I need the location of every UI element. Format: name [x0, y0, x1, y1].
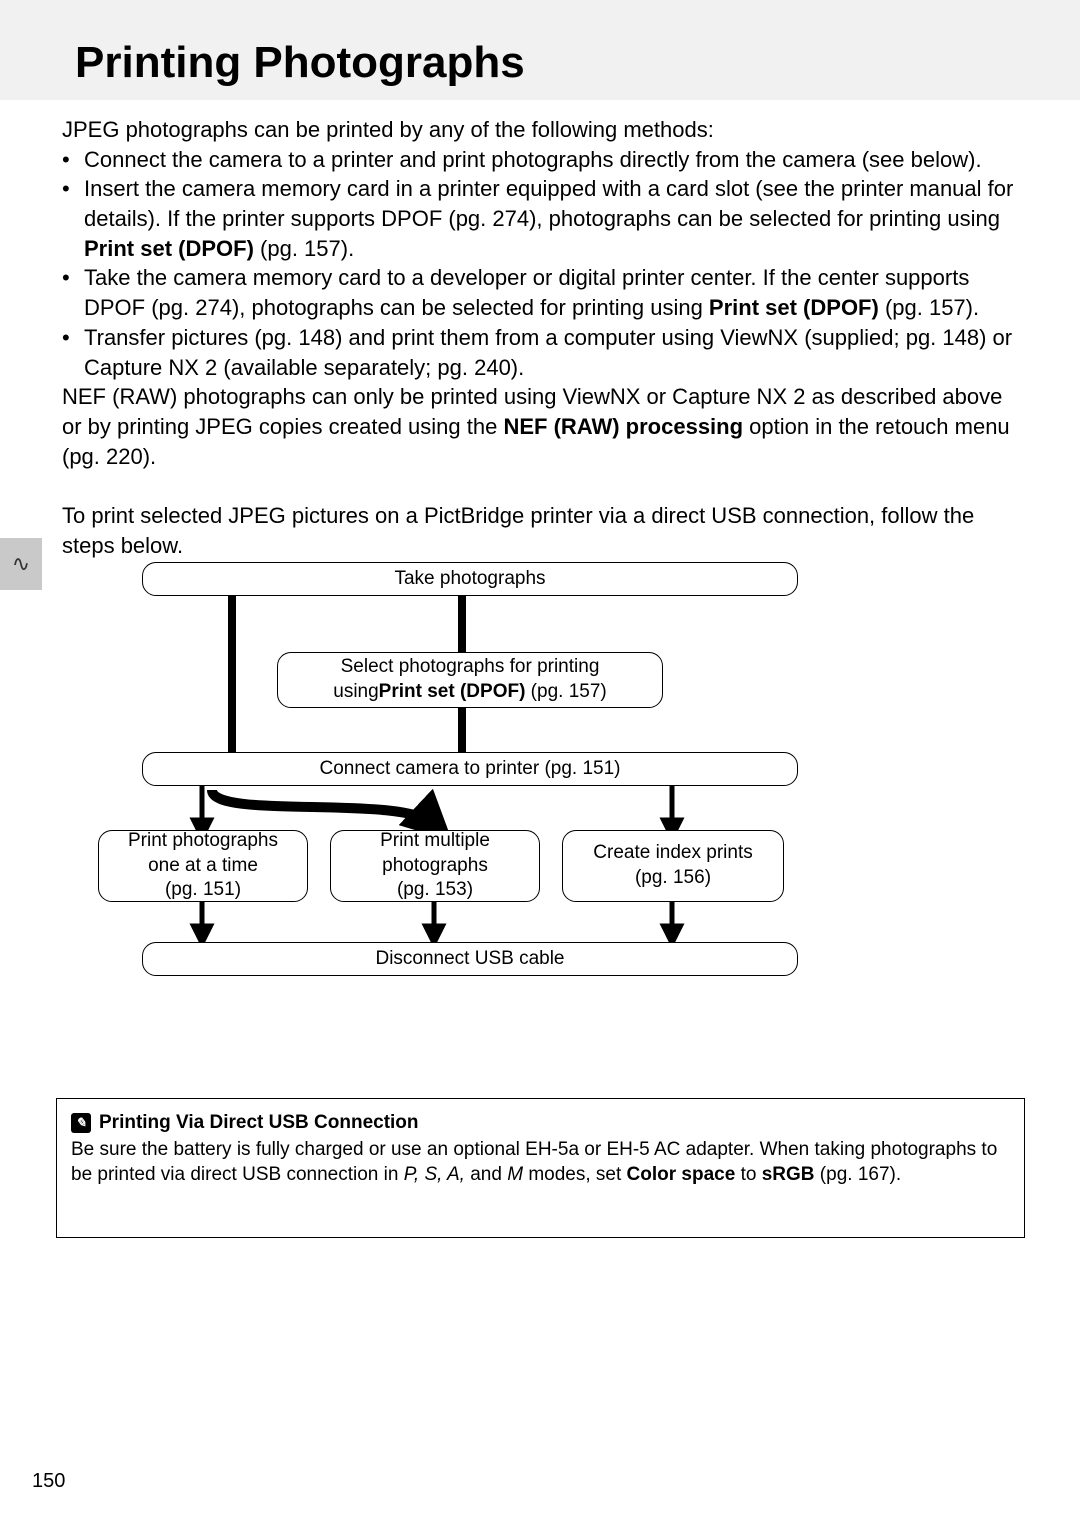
text-bold: Print set (DPOF)	[84, 236, 254, 261]
bullet-marker: •	[62, 145, 84, 175]
flow-node-connect-printer: Connect camera to printer (pg. 151)	[142, 752, 798, 786]
node-text: Connect camera to printer (pg. 151)	[151, 757, 789, 782]
text: Print photographs	[128, 830, 278, 851]
flow-node-disconnect: Disconnect USB cable	[142, 942, 798, 976]
note-body: Be sure the battery is fully charged or …	[71, 1138, 1010, 1187]
flow-node-select-dpof: Select photographs for printing usingPri…	[277, 652, 663, 708]
bullet-item: • Insert the camera memory card in a pri…	[62, 174, 1025, 263]
document-page: Printing Photographs JPEG photographs ca…	[0, 0, 1080, 1529]
node-text: Disconnect USB cable	[151, 947, 789, 972]
text: using	[333, 681, 378, 702]
node-text: Select photographs for printing usingPri…	[286, 655, 654, 704]
bullet-text: Take the camera memory card to a develop…	[84, 263, 1025, 322]
text: (pg. 156)	[635, 867, 711, 888]
bullet-text: Connect the camera to a printer and prin…	[84, 145, 1025, 175]
bullet-item: • Transfer pictures (pg. 148) and print …	[62, 323, 1025, 382]
text: (pg. 157)	[525, 681, 606, 702]
text: (pg. 167).	[815, 1164, 902, 1185]
text-bold: Color space	[627, 1164, 736, 1185]
node-text: Print multiple photographs (pg. 153)	[339, 829, 531, 903]
pencil-icon: ✎	[71, 1113, 91, 1133]
section-tab-icon: ∿	[12, 551, 30, 577]
flow-node-print-multiple: Print multiple photographs (pg. 153)	[330, 830, 540, 902]
section-tab: ∿	[0, 538, 42, 590]
note-box: ✎ Printing Via Direct USB Connection Be …	[56, 1098, 1025, 1238]
flow-node-print-one: Print photographs one at a time (pg. 151…	[98, 830, 308, 902]
flowchart: Take photographs Select photographs for …	[62, 562, 1022, 982]
nef-text: NEF (RAW) photographs can only be printe…	[62, 382, 1025, 471]
node-text: Print photographs one at a time (pg. 151…	[107, 829, 299, 903]
page-number: 150	[32, 1470, 65, 1493]
text: Print multiple	[380, 830, 490, 851]
text: photographs	[382, 855, 488, 876]
text: modes, set	[523, 1164, 627, 1185]
note-title: Printing Via Direct USB Connection	[99, 1112, 419, 1134]
text-bold: NEF (RAW) processing	[503, 414, 743, 439]
flow-node-take-photos: Take photographs	[142, 562, 798, 596]
text-italic: M	[507, 1164, 523, 1185]
bullet-item: • Connect the camera to a printer and pr…	[62, 145, 1025, 175]
text: (pg. 153)	[397, 879, 473, 900]
bullet-text: Transfer pictures (pg. 148) and print th…	[84, 323, 1025, 382]
flow-node-index-prints: Create index prints (pg. 156)	[562, 830, 784, 902]
text: to	[735, 1164, 761, 1185]
text: and	[465, 1164, 507, 1185]
bullet-marker: •	[62, 323, 84, 382]
text: Create index prints	[593, 842, 752, 863]
body-content: JPEG photographs can be printed by any o…	[62, 115, 1025, 471]
text: (pg. 151)	[165, 879, 241, 900]
page-title: Printing Photographs	[75, 38, 525, 88]
text: Select photographs for printing	[341, 656, 600, 677]
text: Insert the camera memory card in a print…	[84, 176, 1013, 231]
text-bold: Print set (DPOF)	[709, 295, 879, 320]
node-text: Take photographs	[151, 567, 789, 592]
pictbridge-text: To print selected JPEG pictures on a Pic…	[62, 501, 1025, 560]
bullet-marker: •	[62, 174, 84, 263]
text: one at a time	[148, 855, 258, 876]
intro-text: JPEG photographs can be printed by any o…	[62, 115, 1025, 145]
bullet-marker: •	[62, 263, 84, 322]
node-text: Create index prints (pg. 156)	[571, 841, 775, 890]
text-bold: sRGB	[762, 1164, 815, 1185]
text-bold: Print set (DPOF)	[379, 681, 526, 702]
bullet-item: • Take the camera memory card to a devel…	[62, 263, 1025, 322]
text: (pg. 157).	[879, 295, 979, 320]
text-italic: P, S, A,	[404, 1164, 465, 1185]
text: (pg. 157).	[254, 236, 354, 261]
note-title-row: ✎ Printing Via Direct USB Connection	[71, 1112, 1010, 1134]
bullet-text: Insert the camera memory card in a print…	[84, 174, 1025, 263]
